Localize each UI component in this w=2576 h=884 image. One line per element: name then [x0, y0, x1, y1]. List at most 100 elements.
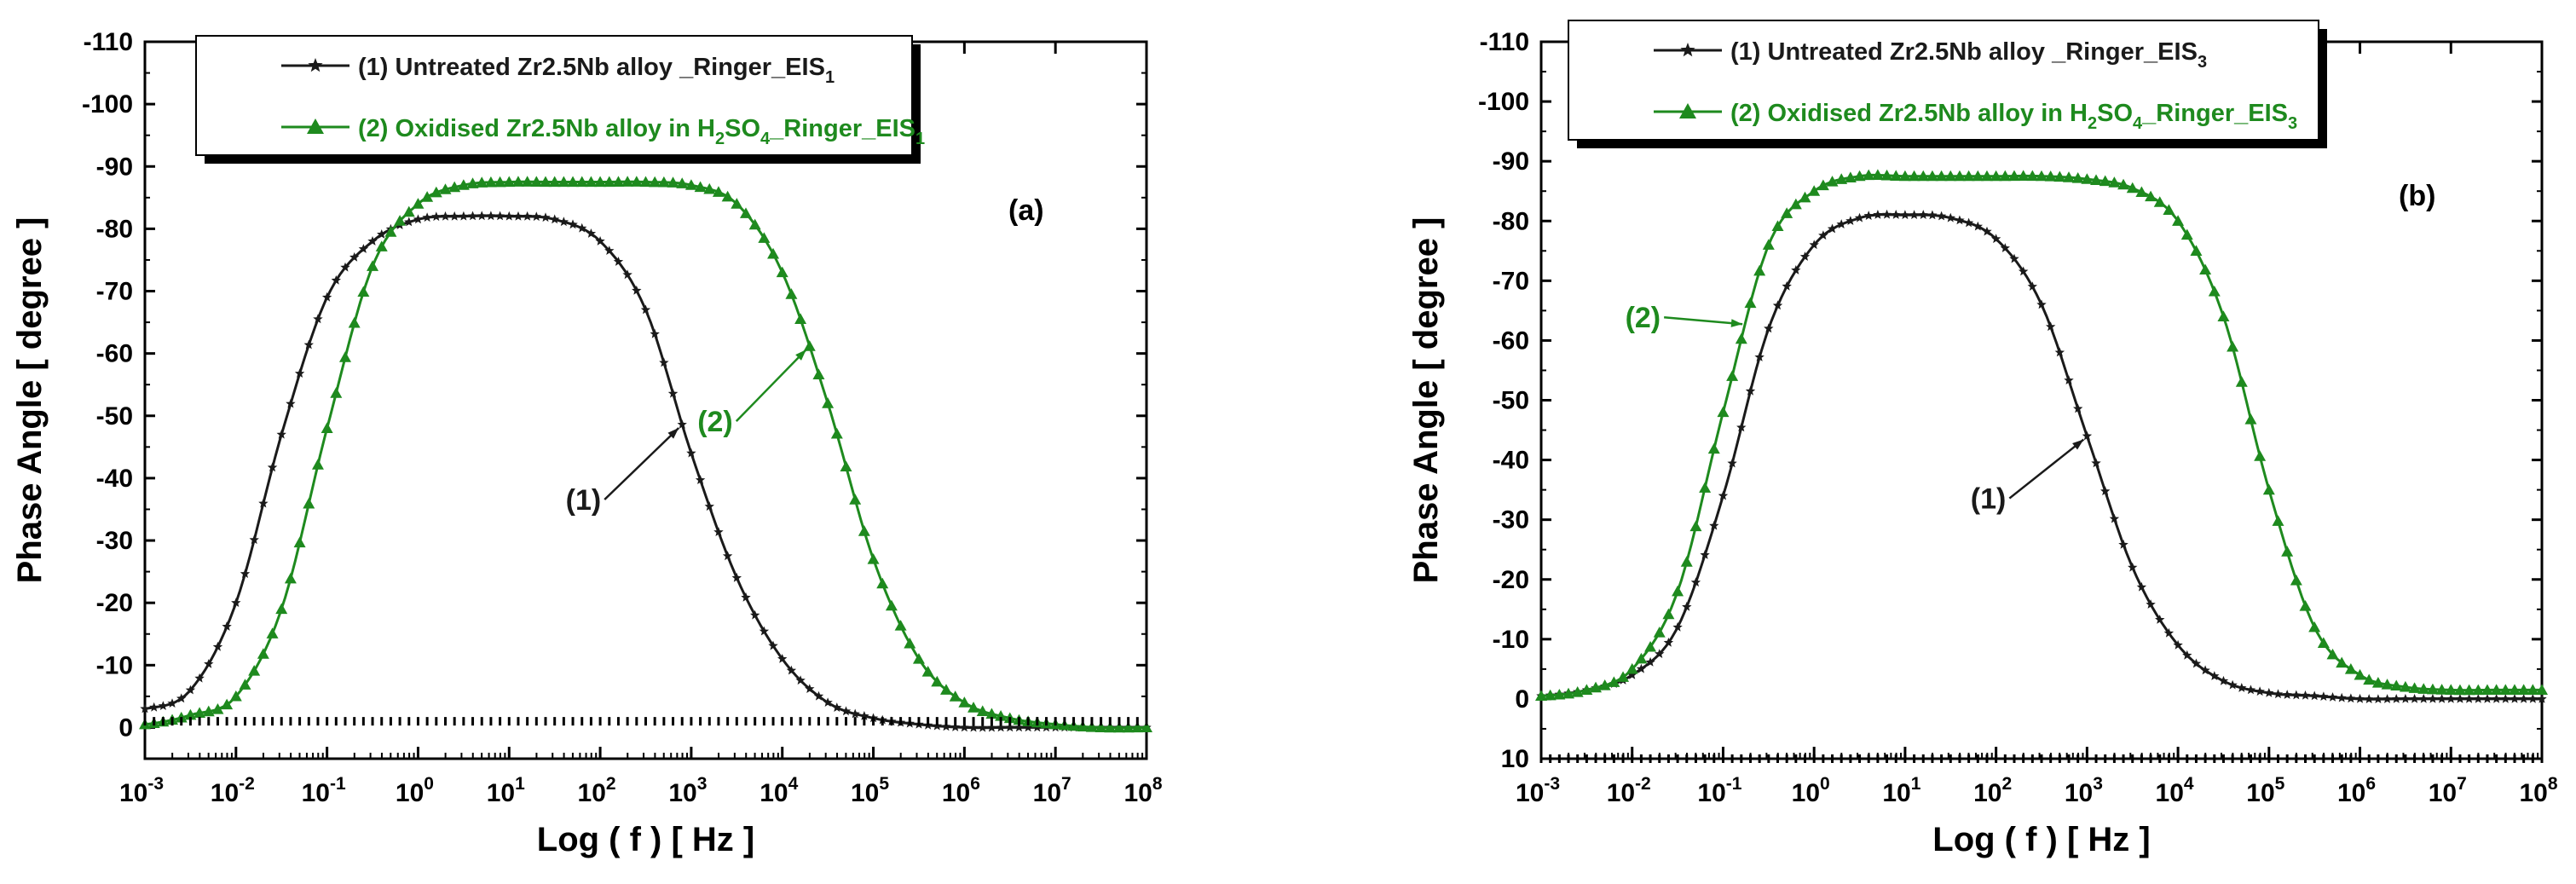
triangle-marker — [2472, 684, 2485, 696]
baseline-mark — [1831, 754, 1834, 763]
star-marker — [2491, 693, 2502, 703]
star-marker — [303, 339, 314, 350]
baseline-mark — [2331, 754, 2335, 763]
triangle-marker — [812, 368, 825, 379]
x-tick-base: 10 — [2156, 779, 2184, 807]
baseline-mark — [571, 717, 575, 726]
baseline-mark — [1785, 754, 1788, 763]
star-marker — [185, 685, 196, 695]
triangle-marker — [976, 705, 989, 716]
triangle-marker — [603, 176, 615, 188]
baseline-mark — [680, 717, 684, 726]
triangle-marker — [1844, 171, 1857, 182]
x-tick-label: 100 — [1792, 774, 1830, 807]
triangle-marker — [822, 397, 835, 408]
triangle-marker — [457, 179, 470, 190]
star-marker — [659, 357, 669, 367]
x-tick-label: 101 — [487, 774, 525, 807]
baseline-mark — [143, 717, 147, 726]
triangle-marker — [348, 316, 361, 328]
star-marker — [558, 217, 569, 227]
star-marker — [1690, 577, 1701, 587]
baseline-mark — [1576, 754, 1580, 763]
baseline-mark — [999, 717, 1002, 726]
triangle-marker — [740, 207, 752, 218]
baseline-mark — [1876, 754, 1880, 763]
star-marker — [212, 641, 223, 651]
baseline-mark — [717, 717, 720, 726]
star-marker — [2309, 690, 2319, 701]
baseline-mark — [580, 717, 584, 726]
baseline-mark — [407, 717, 411, 726]
chart-panel-a: 0-10-20-30-40-50-60-70-80-90-100-11010-3… — [11, 28, 1163, 858]
y-tick-label: -70 — [1493, 267, 1529, 295]
annotation: (1) — [566, 427, 680, 517]
baseline-mark — [1017, 717, 1020, 726]
star-marker — [1827, 223, 1838, 234]
x-tick-exponent: -1 — [1726, 774, 1742, 794]
baseline-mark — [1713, 754, 1716, 763]
triangle-marker — [2354, 668, 2366, 680]
baseline-mark — [626, 717, 629, 726]
baseline-mark — [726, 717, 730, 726]
star-marker — [2191, 658, 2202, 668]
baseline-mark — [2022, 754, 2025, 763]
triangle-marker — [511, 176, 524, 187]
x-tick-base: 10 — [119, 779, 147, 807]
triangle-marker — [1590, 681, 1603, 693]
star-marker — [2009, 253, 2019, 263]
baseline-mark — [225, 717, 228, 726]
baseline-mark — [2422, 754, 2425, 763]
triangle-marker — [2180, 228, 2193, 240]
baseline-mark — [1557, 754, 1561, 763]
baseline-mark — [1676, 754, 1679, 763]
star-marker — [2237, 683, 2247, 692]
star-marker — [2146, 599, 2156, 609]
star-marker — [2446, 693, 2456, 703]
x-tick-base: 10 — [942, 779, 970, 807]
baseline-mark — [1849, 754, 1852, 763]
baseline-mark — [672, 717, 675, 726]
triangle-marker — [257, 648, 269, 659]
star-marker — [522, 211, 533, 221]
baseline-mark — [180, 717, 183, 726]
star-marker — [2510, 693, 2520, 703]
star-marker — [1709, 520, 1719, 530]
star-marker — [832, 702, 842, 712]
x-tick-exponent: 3 — [697, 774, 708, 794]
baseline-mark — [2030, 754, 2034, 763]
baseline-mark — [1063, 717, 1066, 726]
baseline-mark — [990, 717, 993, 726]
star-marker — [2163, 627, 2175, 638]
x-tick-exponent: 4 — [788, 774, 799, 794]
star-marker — [2273, 689, 2284, 699]
x-tick-base: 10 — [302, 779, 330, 807]
legend-subscript: 4 — [2133, 114, 2143, 133]
baseline-mark — [853, 717, 857, 726]
triangle-marker — [1726, 370, 1739, 381]
legend-text: SO — [2097, 100, 2133, 127]
x-tick-label: 103 — [668, 774, 707, 807]
baseline-mark — [153, 717, 156, 726]
x-tick-label: 101 — [1882, 774, 1920, 807]
baseline-mark — [1985, 754, 1989, 763]
baseline-mark — [1949, 754, 1952, 763]
baseline-mark — [1867, 754, 1870, 763]
star-marker — [1927, 210, 1938, 220]
baseline-mark — [1090, 717, 1094, 726]
x-tick-base: 10 — [1973, 779, 2001, 807]
star-marker — [2128, 562, 2138, 572]
baseline-mark — [899, 717, 903, 726]
triangle-marker — [1863, 169, 1875, 181]
star-marker — [459, 211, 469, 221]
baseline-mark — [1649, 754, 1652, 763]
triangle-marker — [1553, 688, 1566, 700]
baseline-mark — [2085, 754, 2088, 763]
triangle-marker — [402, 205, 415, 217]
x-tick-exponent: 1 — [1911, 774, 1921, 794]
legend-box — [195, 35, 913, 156]
star-marker — [2245, 685, 2256, 695]
triangle-marker — [940, 684, 952, 695]
y-tick-label: -40 — [1493, 447, 1529, 475]
